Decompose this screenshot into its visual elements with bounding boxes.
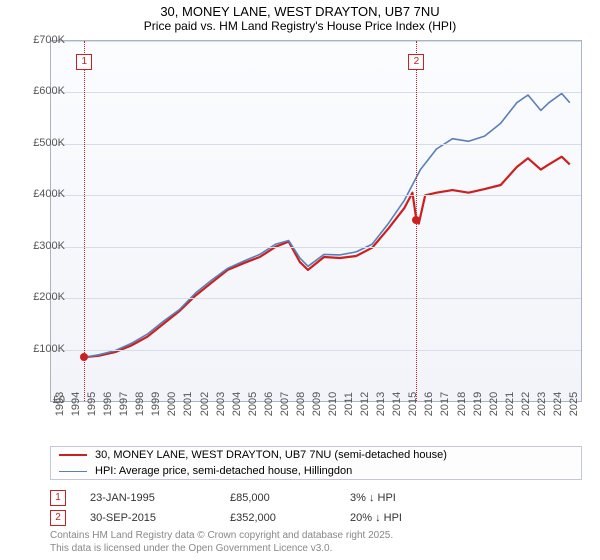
x-tick-label: 2018: [456, 392, 468, 416]
x-tick-label: 2008: [295, 392, 307, 416]
x-tick-label: 2017: [439, 392, 451, 416]
x-tick-label: 1999: [150, 392, 162, 416]
y-tick-label: £600K: [33, 85, 65, 97]
y-tick-label: £400K: [33, 188, 65, 200]
event-marker: 1: [50, 490, 66, 506]
x-tick-label: 2016: [423, 392, 435, 416]
x-tick-label: 2024: [552, 392, 564, 416]
event-price: £352,000: [230, 512, 350, 524]
gridline: [51, 144, 581, 145]
marker-line: [84, 41, 85, 401]
x-tick-label: 2022: [520, 392, 532, 416]
x-tick-label: 2006: [263, 392, 275, 416]
x-tick-label: 1993: [54, 392, 66, 416]
copyright-footnote: Contains HM Land Registry data © Crown c…: [50, 530, 393, 555]
x-tick-label: 2005: [247, 392, 259, 416]
marker-dot: [412, 216, 420, 224]
event-marker: 2: [50, 510, 66, 526]
x-tick-label: 2011: [343, 392, 355, 416]
y-tick-label: £300K: [33, 240, 65, 252]
x-tick-label: 2004: [231, 392, 243, 416]
event-date: 30-SEP-2015: [90, 512, 230, 524]
x-tick-label: 1997: [118, 392, 130, 416]
event-delta: 3% ↓ HPI: [350, 492, 470, 504]
plot-area: [50, 40, 582, 402]
marker-dot: [80, 353, 88, 361]
chart-svg: [51, 41, 581, 401]
x-tick-label: 1995: [86, 392, 98, 416]
x-tick-label: 2009: [311, 392, 323, 416]
x-tick-label: 2012: [359, 392, 371, 416]
y-tick-label: £500K: [33, 137, 65, 149]
x-tick-label: 2019: [472, 392, 484, 416]
footnote-line2: This data is licensed under the Open Gov…: [50, 543, 393, 556]
legend-item: 30, MONEY LANE, WEST DRAYTON, UB7 7NU (s…: [51, 447, 581, 463]
y-tick-label: £700K: [33, 34, 65, 46]
title-address: 30, MONEY LANE, WEST DRAYTON, UB7 7NU: [0, 4, 600, 19]
x-tick-label: 1996: [102, 392, 114, 416]
legend-swatch: [59, 471, 87, 472]
x-tick-label: 2013: [375, 392, 387, 416]
series-line: [84, 94, 570, 358]
event-row: 2 30-SEP-2015£352,00020% ↓ HPI: [50, 508, 470, 528]
gridline: [51, 247, 581, 248]
legend-label: HPI: Average price, semi-detached house,…: [95, 465, 352, 477]
marker-label: 1: [76, 54, 92, 70]
x-tick-label: 2010: [327, 392, 339, 416]
events-table: 1 23-JAN-1995£85,0003% ↓ HPI 2 30-SEP-2015£…: [50, 488, 470, 528]
x-tick-label: 2007: [279, 392, 291, 416]
x-tick-label: 2002: [199, 392, 211, 416]
y-tick-label: £100K: [33, 343, 65, 355]
gridline: [51, 92, 581, 93]
x-tick-label: 2003: [215, 392, 227, 416]
gridline: [51, 195, 581, 196]
x-tick-label: 2023: [536, 392, 548, 416]
gridline: [51, 41, 581, 42]
title-subtitle: Price paid vs. HM Land Registry's House …: [0, 19, 600, 33]
x-tick-label: 2014: [391, 392, 403, 416]
y-tick-label: £200K: [33, 291, 65, 303]
x-tick-label: 2001: [182, 392, 194, 416]
legend-label: 30, MONEY LANE, WEST DRAYTON, UB7 7NU (s…: [95, 449, 447, 461]
event-row: 1 23-JAN-1995£85,0003% ↓ HPI: [50, 488, 470, 508]
event-delta: 20% ↓ HPI: [350, 512, 470, 524]
gridline: [51, 298, 581, 299]
x-tick-label: 2020: [488, 392, 500, 416]
x-tick-label: 2000: [166, 392, 178, 416]
event-date: 23-JAN-1995: [90, 492, 230, 504]
event-price: £85,000: [230, 492, 350, 504]
price-chart: 30, MONEY LANE, WEST DRAYTON, UB7 7NU Pr…: [0, 0, 600, 560]
footnote-line1: Contains HM Land Registry data © Crown c…: [50, 530, 393, 543]
legend-item: HPI: Average price, semi-detached house,…: [51, 463, 581, 479]
x-tick-label: 1998: [134, 392, 146, 416]
x-tick-label: 2015: [407, 392, 419, 416]
x-tick-label: 2021: [504, 392, 516, 416]
x-tick-label: 1994: [70, 392, 82, 416]
chart-title: 30, MONEY LANE, WEST DRAYTON, UB7 7NU Pr…: [0, 0, 600, 33]
x-tick-label: 2025: [568, 392, 580, 416]
legend: 30, MONEY LANE, WEST DRAYTON, UB7 7NU (s…: [50, 446, 582, 480]
legend-swatch: [59, 454, 87, 456]
marker-label: 2: [408, 54, 424, 70]
gridline: [51, 350, 581, 351]
